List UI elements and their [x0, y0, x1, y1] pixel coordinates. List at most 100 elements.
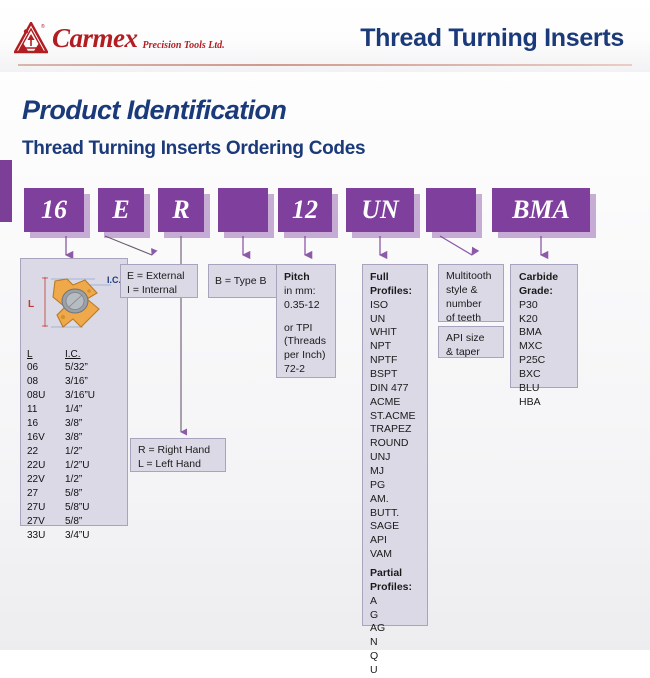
- profile-item: ISO: [370, 298, 389, 311]
- hand-type-box: E = External I = Internal: [120, 264, 198, 298]
- partial-profile-item: N: [370, 636, 378, 649]
- cell-ic: 1/2”: [65, 474, 83, 485]
- ic-dimension-label: I.C.: [106, 275, 121, 285]
- tpi-line: or TPI: [284, 321, 313, 334]
- code-box-profile[interactable]: UN: [346, 188, 414, 232]
- brand-logo: ® Carmex Precision Tools Ltd.: [14, 22, 225, 54]
- table-row: 16 3/8”: [27, 417, 123, 431]
- code-box-multitooth[interactable]: [426, 188, 476, 232]
- table-row: 27V 5/8”: [27, 515, 123, 529]
- profile-item: API: [370, 534, 387, 547]
- code-box-direction[interactable]: R: [158, 188, 204, 232]
- profile-item: SAGE: [370, 520, 400, 533]
- multitooth-line3: number: [446, 297, 482, 310]
- table-row: 22 1/2”: [27, 445, 123, 459]
- grade-item: BXC: [519, 368, 541, 381]
- code-box-label: UN: [361, 195, 399, 224]
- table-header-ic: I.C.: [65, 349, 81, 360]
- pitch-range: 0.35-12: [284, 298, 320, 311]
- page-header: ® Carmex Precision Tools Ltd. Thread Tur…: [0, 0, 650, 72]
- cell-l: 22: [27, 446, 39, 457]
- cell-ic: 5/8”: [65, 516, 83, 527]
- carmex-triangle-logo-icon: ®: [14, 22, 48, 54]
- code-box-type[interactable]: [218, 188, 268, 232]
- table-row: 08 3/16”: [27, 375, 123, 389]
- profile-item: NPTF: [370, 354, 398, 367]
- svg-text:®: ®: [41, 23, 45, 30]
- code-box-label: 12: [292, 195, 318, 224]
- page-title: Product Identification: [22, 95, 287, 125]
- code-box-label: R: [172, 195, 190, 224]
- threading-insert-diagram-icon: [25, 265, 125, 343]
- cell-ic: 5/8”: [65, 488, 83, 499]
- tpi-range: 72-2: [284, 363, 306, 376]
- carbide-grade-box: Carbide Grade: P30 K20 BMA MXC P25C BXC …: [510, 264, 578, 408]
- table-row: 33U 3/4”U: [27, 529, 123, 543]
- right-hand-line: R = Right Hand: [138, 444, 211, 456]
- cell-ic: 3/16”U: [65, 390, 96, 401]
- code-box-size[interactable]: 16: [24, 188, 84, 232]
- left-hand-line: L = Left Hand: [138, 457, 201, 470]
- cell-ic: 5/8”U: [65, 502, 90, 513]
- multitooth-line1: Multitooth: [446, 270, 492, 282]
- cell-l: 27U: [27, 502, 46, 513]
- code-box-grade[interactable]: BMA: [492, 188, 590, 232]
- cell-l: 08: [27, 376, 39, 387]
- grade-item: BLU: [519, 381, 540, 394]
- cell-ic: 1/4”: [65, 404, 83, 415]
- api-line1: API size: [446, 332, 485, 344]
- pitch-unit: in mm:: [284, 284, 316, 297]
- insert-type-box: B = Type B: [208, 264, 280, 298]
- pitch-box: Pitch in mm: 0.35-12 or TPI (Threads per…: [276, 264, 336, 378]
- cell-ic: 5/32”: [65, 362, 88, 373]
- multitooth-line2: style &: [446, 283, 478, 296]
- cell-l: 16: [27, 418, 39, 429]
- profile-item: ST.ACME: [370, 409, 416, 422]
- table-row: 06 5/32”: [27, 361, 123, 375]
- cell-l: 22U: [27, 460, 46, 471]
- profile-item: MJ: [370, 465, 384, 478]
- profile-item: UNJ: [370, 451, 391, 464]
- cell-l: 11: [27, 404, 38, 415]
- header-title: Thread Turning Inserts: [360, 24, 624, 52]
- profile-item: BSPT: [370, 368, 398, 381]
- full-profiles-heading: Profiles:: [370, 284, 413, 297]
- table-row: 27 5/8”: [27, 487, 123, 501]
- cell-ic: 1/2”: [65, 446, 83, 457]
- header-divider: [18, 64, 632, 66]
- cell-l: 16V: [27, 432, 45, 443]
- profile-item: AM. BUTT.: [370, 492, 400, 519]
- hand-direction-box: R = Right Hand L = Left Hand: [130, 438, 226, 472]
- api-size-box: API size & taper: [438, 326, 504, 358]
- cell-ic: 3/4”U: [65, 530, 90, 541]
- partial-profiles-heading: Profiles:: [370, 580, 413, 593]
- table-row: 11 1/4”: [27, 403, 123, 417]
- cell-ic: 3/16”: [65, 376, 88, 387]
- cell-l: 27: [27, 488, 39, 499]
- table-row: 08U 3/16”U: [27, 389, 123, 403]
- code-box-label: E: [112, 195, 130, 224]
- cell-ic: 1/2”U: [65, 460, 90, 471]
- type-b-line: B = Type B: [215, 275, 267, 287]
- l-dimension-label: L: [28, 299, 35, 310]
- profile-item: VAM: [370, 548, 392, 561]
- table-row: 22V 1/2”: [27, 473, 123, 487]
- partial-profiles-heading: Partial: [370, 567, 403, 580]
- table-header-row: L I.C.: [27, 349, 123, 361]
- code-box-hand[interactable]: E: [98, 188, 144, 232]
- multitooth-box: Multitooth style & number of teeth: [438, 264, 504, 324]
- grade-item: MXC: [519, 340, 543, 353]
- cell-l: 08U: [27, 390, 46, 401]
- cell-ic: 3/8”: [65, 432, 83, 443]
- partial-profile-item: AG: [370, 622, 386, 635]
- grade-heading: Grade:: [519, 284, 553, 297]
- partial-profile-item: A: [370, 594, 378, 607]
- cell-ic: 3/8”: [65, 418, 83, 429]
- partial-profile-item: Q: [370, 650, 379, 663]
- size-table: L I.C. 06 5/32” 08 3/16” 08U 3/16”U 11 1/4” …: [27, 349, 123, 543]
- grade-item: P30: [519, 298, 538, 311]
- code-box-pitch[interactable]: 12: [278, 188, 332, 232]
- cell-l: 06: [27, 362, 39, 373]
- profile-item: DIN 477: [370, 381, 409, 394]
